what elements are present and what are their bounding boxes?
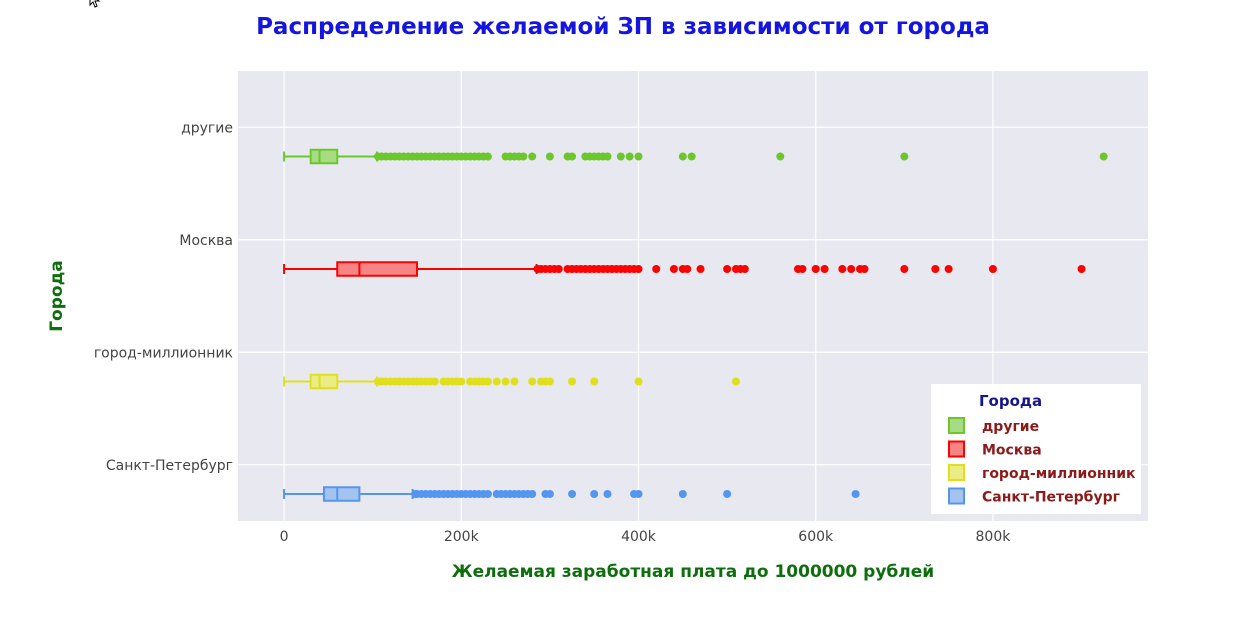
outlier-point [740,265,749,273]
outlier-point [519,152,528,161]
outlier-point [723,490,732,498]
legend-item-1: Москва [948,440,1042,459]
outlier-point [528,377,537,386]
outlier-point [616,152,625,161]
outlier-point [820,265,829,273]
outlier-point [776,152,785,161]
outlier-point [847,265,856,273]
outlier-point [568,490,577,498]
outlier-point [568,152,577,161]
legend: Города другие Москва город-миллионник Санкт… [931,384,1141,514]
outlier-point [603,152,612,161]
outlier-point [483,377,492,386]
x-axis-ticks: 0 200k 400k 600k 800k [280,529,1012,545]
outlier-point [545,490,554,498]
legend-title: Города [979,392,1042,410]
x-axis-title: Желаемая заработная плата до 1000000 руб… [452,562,934,582]
outlier-point [798,265,807,273]
outlier-point [528,152,537,161]
y-tick-label-2: город-миллионник [94,345,233,361]
outlier-point [634,152,643,161]
legend-label: Москва [982,443,1042,459]
outlier-point [492,377,501,386]
mouse-pointer-icon [89,0,101,8]
legend-box [931,384,1141,514]
outlier-point [900,152,909,161]
outlier-point [483,490,492,498]
outlier-point [678,490,687,498]
box [309,373,339,390]
x-tick-label-2: 400k [621,529,657,545]
x-tick-label-0: 0 [280,529,289,545]
outlier-point [457,377,466,386]
y-tick-label-1: Москва [179,233,233,249]
legend-swatch [948,417,965,434]
outlier-point [545,377,554,386]
x-tick-label-1: 200k [444,529,480,545]
legend-swatch [948,464,965,481]
box [322,486,361,502]
series-0 [283,148,1108,165]
series-layer [283,148,1108,502]
outlier-point [590,377,599,386]
legend-item-2: город-миллионник [948,464,1136,482]
legend-swatch [948,440,965,458]
chart-title: Распределение желаемой ЗП в зависимости … [256,14,990,40]
series-3 [283,486,860,502]
outlier-point [900,265,909,273]
outlier-point [501,377,510,386]
outlier-point [811,265,820,273]
outlier-point [430,377,439,386]
x-tick-label-4: 800k [976,529,1012,545]
outlier-point [931,265,940,273]
box [309,148,339,165]
legend-label: другие [982,419,1039,435]
y-tick-label-0: другие [181,120,233,136]
outlier-point [678,152,687,161]
outlier-point [554,265,563,273]
outlier-point [634,490,643,498]
outlier-point [652,265,661,273]
legend-label: город-миллионник [982,466,1136,482]
outlier-point [510,377,519,386]
outlier-point [687,152,696,161]
outlier-point [625,152,634,161]
outlier-point [545,152,554,161]
legend-label: Санкт-Петербург [982,490,1120,506]
outlier-point [634,377,643,386]
series-1 [283,261,1086,277]
series-2 [283,373,740,390]
x-tick-label-3: 600k [798,529,834,545]
outlier-point [988,265,997,273]
outlier-point [838,265,847,273]
box [336,261,418,277]
outlier-point [603,490,612,498]
outlier-point [723,265,732,273]
outlier-point [634,265,643,273]
outlier-point [944,265,953,273]
outlier-point [683,265,692,273]
outlier-point [1077,265,1086,273]
outlier-point [483,152,492,161]
outlier-point [731,377,740,386]
y-axis-title: Города [47,260,67,332]
outlier-point [528,490,537,498]
outlier-point [669,265,678,273]
outlier-point [568,377,577,386]
outlier-point [696,265,705,273]
legend-item-0: другие [948,417,1039,435]
legend-item-3: Санкт-Петербург [948,487,1120,506]
y-tick-label-3: Санкт-Петербург [106,458,233,474]
legend-swatch [948,487,965,505]
outlier-point [590,490,599,498]
outlier-point [1099,152,1108,161]
y-axis-ticks: другие Москва город-миллионник Санкт-Петерб… [94,120,233,474]
outlier-point [860,265,869,273]
outlier-point [851,490,860,498]
